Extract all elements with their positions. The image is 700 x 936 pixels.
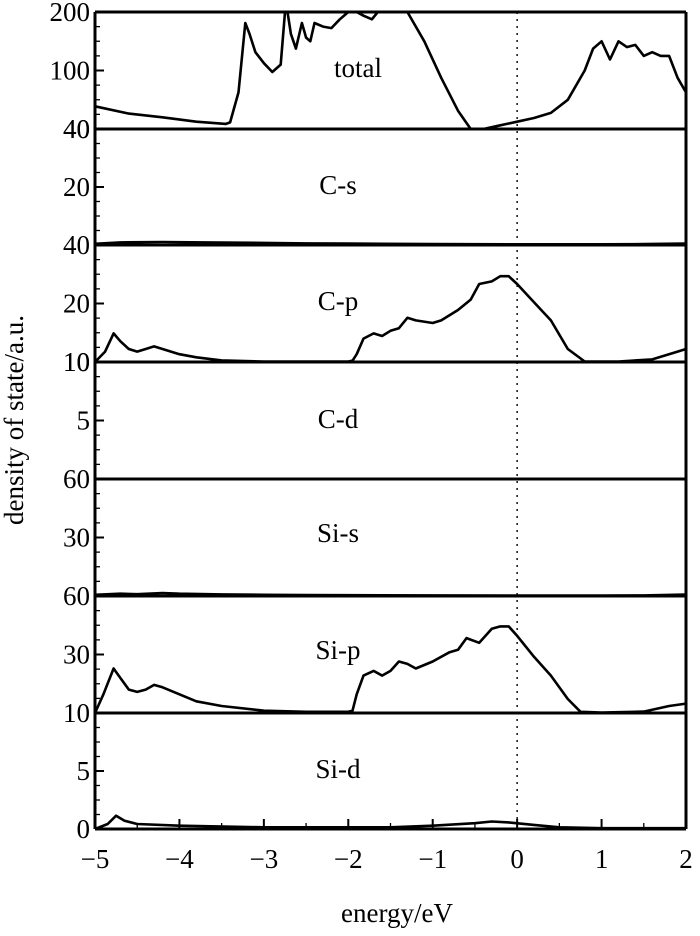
y-tick-label: 200 — [50, 0, 91, 27]
panel-label: C-d — [318, 404, 359, 434]
x-tick-label: −1 — [418, 844, 447, 874]
y-tick-label: 5 — [77, 756, 91, 786]
y-tick-label: 40 — [63, 230, 90, 260]
y-tick-label: 100 — [50, 56, 91, 86]
panel-label: Si-s — [317, 518, 359, 548]
y-tick-label: 0 — [77, 814, 91, 844]
y-tick-label: 60 — [63, 581, 90, 611]
x-tick-label: 0 — [510, 844, 524, 874]
dos-curve-c-p — [94, 274, 687, 363]
panel-si-d: 5 0 Si-d — [77, 711, 686, 844]
x-axis: −5 −4 −3 −2 −1 0 1 2 — [81, 819, 693, 874]
panel-c-p: 40 20 10 C-p — [63, 230, 687, 377]
y-tick-label: 10 — [63, 347, 90, 377]
y-tick-label: 30 — [63, 523, 90, 553]
panel-label: total — [334, 53, 382, 83]
panel-label: Si-p — [315, 635, 360, 665]
y-tick-label: 20 — [63, 172, 90, 202]
y-tick-label: 10 — [63, 698, 90, 728]
x-tick-label: −4 — [165, 844, 194, 874]
panel-label: Si-d — [315, 754, 361, 784]
dos-curve-si-p — [93, 625, 687, 714]
panel-label: C-p — [318, 286, 359, 316]
y-tick-label: 10 — [63, 347, 90, 377]
panel-c-s: 40 20 C-s — [63, 114, 687, 246]
x-tick-label: 2 — [679, 844, 693, 874]
panel-si-p: 60 30 10 Si-p — [63, 581, 687, 728]
panel-total: 200 100 40 total — [50, 0, 688, 144]
panel-label: C-s — [319, 170, 357, 200]
x-axis-title: energy/eV — [341, 898, 453, 928]
panel-c-d: 10 5 C-d — [63, 347, 686, 481]
x-tick-label: −5 — [81, 844, 110, 874]
y-tick-label: 5 — [77, 406, 91, 436]
dos-curve-total — [94, 10, 688, 131]
y-tick-label: 20 — [63, 289, 90, 319]
y-tick-label: 40 — [63, 114, 90, 144]
y-tick-label: 40 — [63, 114, 90, 144]
y-tick-label: 60 — [63, 464, 90, 494]
x-tick-label: −3 — [249, 844, 278, 874]
x-tick-label: −2 — [334, 844, 363, 874]
y-tick-label: 30 — [63, 640, 90, 670]
y-axis-title: density of state/a.u. — [0, 315, 29, 525]
panel-si-s: 60 30 Si-s — [63, 464, 687, 597]
x-tick-label: 1 — [595, 844, 609, 874]
